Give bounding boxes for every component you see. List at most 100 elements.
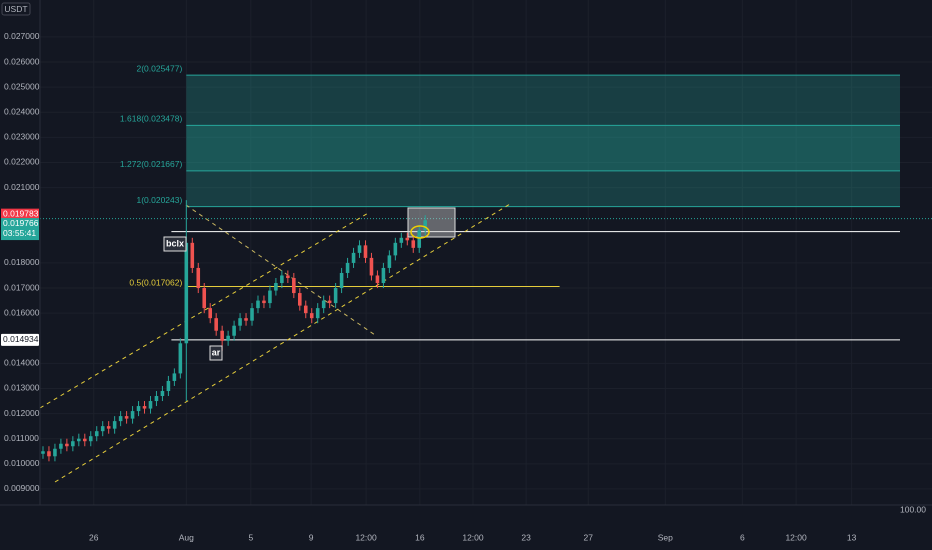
- candle-body: [381, 267, 386, 284]
- candle-body: [59, 443, 63, 449]
- candle-body: [405, 237, 410, 241]
- candle-body: [411, 240, 416, 248]
- fib-label: 1.272(0.021667): [120, 159, 183, 169]
- highlight-box: [407, 207, 456, 238]
- axes: 0.009000 0.010000 0.011000 0.012000 0.013000…: [1, 31, 857, 542]
- y-tick-label: 0.023000: [4, 132, 40, 142]
- candle-body: [220, 330, 224, 341]
- channel-cross: [185, 204, 376, 336]
- fib-label: 1.618(0.023478): [120, 114, 183, 124]
- x-tick-label: 9: [309, 532, 314, 542]
- fib-zone: [186, 170, 900, 207]
- candle-body: [154, 396, 159, 402]
- y-tick-label: 0.011000: [4, 433, 39, 443]
- channel-lower: [54, 203, 511, 483]
- fib-zone: [186, 125, 900, 171]
- candle-body: [238, 318, 242, 326]
- candle-body: [106, 426, 111, 429]
- candle-body: [232, 325, 236, 336]
- x-tick-label: 12:00: [355, 532, 377, 542]
- candle-body: [351, 252, 356, 263]
- mid-label: 0.5(0.017062): [129, 278, 182, 288]
- price-tag-label: 0.014934: [3, 334, 39, 344]
- candle-body: [142, 406, 147, 409]
- x-tick-label: Aug: [179, 532, 194, 542]
- candle-body: [41, 451, 45, 454]
- x-tick-label: 12:00: [785, 532, 807, 542]
- candle-body: [375, 275, 380, 284]
- y-tick-label: 0.025000: [4, 81, 40, 91]
- candle-body: [327, 300, 332, 304]
- price-axis: [0, 0, 40, 505]
- candle-body: [130, 411, 135, 419]
- y-tick-label: 0.018000: [4, 257, 40, 267]
- candle-body: [298, 293, 302, 306]
- y-tick-label: 0.016000: [4, 307, 40, 317]
- corner-label: 100.00: [900, 504, 926, 514]
- candle-body: [77, 438, 81, 442]
- candle-body: [357, 245, 362, 253]
- x-tick-label: 27: [584, 532, 594, 542]
- candle-body: [148, 401, 153, 409]
- x-tick-label: 6: [740, 532, 745, 542]
- y-tick-label: 0.024000: [4, 107, 40, 117]
- candle-body: [303, 305, 308, 314]
- candle-body: [244, 318, 248, 321]
- candle-body: [256, 300, 260, 309]
- x-tick-label: Sep: [658, 532, 673, 542]
- candle-body: [94, 431, 99, 437]
- candle-body: [118, 416, 123, 422]
- candle-body: [124, 416, 129, 419]
- y-tick-label: 0.022000: [4, 157, 40, 167]
- candle-body: [202, 288, 207, 309]
- annotation-box: [209, 345, 223, 361]
- currency: USDT: [4, 4, 27, 14]
- fib-label: 1(0.020243): [136, 195, 182, 205]
- annotation-box: [163, 236, 187, 252]
- price-label-box: [1, 218, 39, 241]
- candle-body: [309, 313, 314, 319]
- candle-body: [172, 373, 177, 381]
- annotation: ar: [212, 347, 221, 357]
- candle-body: [387, 255, 392, 268]
- candle-body: [160, 390, 165, 397]
- candle-body: [345, 262, 350, 273]
- fib-zones: 2(0.025477) 1.618(0.023478) 1.272(0.021667…: [40, 63, 932, 341]
- grid: [40, 0, 932, 505]
- candle-body: [65, 443, 69, 447]
- candle-body: [112, 421, 117, 429]
- candle-body: [393, 242, 398, 256]
- y-tick-label: 0.009000: [4, 483, 40, 493]
- candle-body: [226, 335, 230, 341]
- fib-label: 2(0.025477): [136, 63, 182, 73]
- candle-body: [274, 283, 278, 291]
- x-tick-label: 23: [521, 532, 531, 542]
- candle-body: [268, 290, 272, 304]
- x-tick-label: 12:00: [462, 532, 484, 542]
- candle-body: [178, 343, 183, 374]
- annotation: bclx: [166, 238, 184, 248]
- candle-body: [315, 308, 320, 319]
- fib-zone: [186, 75, 900, 126]
- candle-body: [71, 441, 75, 447]
- channel-drawings: [39, 203, 511, 483]
- candle-body: [399, 237, 404, 243]
- candle-body: [423, 220, 427, 231]
- x-tick-label: 16: [415, 532, 425, 542]
- y-tick-label: 0.013000: [4, 383, 40, 393]
- candle-body: [363, 245, 368, 258]
- price-tag: [1, 333, 39, 346]
- y-tick-label: 0.027000: [4, 31, 40, 41]
- candle-body: [339, 272, 344, 289]
- candle-body: [214, 318, 218, 331]
- candle-body: [136, 406, 141, 412]
- x-tick-label: 26: [89, 532, 99, 542]
- candle-body: [88, 436, 93, 442]
- y-tick-label: 0.026000: [4, 56, 40, 66]
- candle-body: [417, 230, 422, 248]
- candle-body: [190, 242, 195, 268]
- candle-body: [184, 242, 189, 344]
- candle-body: [196, 267, 201, 289]
